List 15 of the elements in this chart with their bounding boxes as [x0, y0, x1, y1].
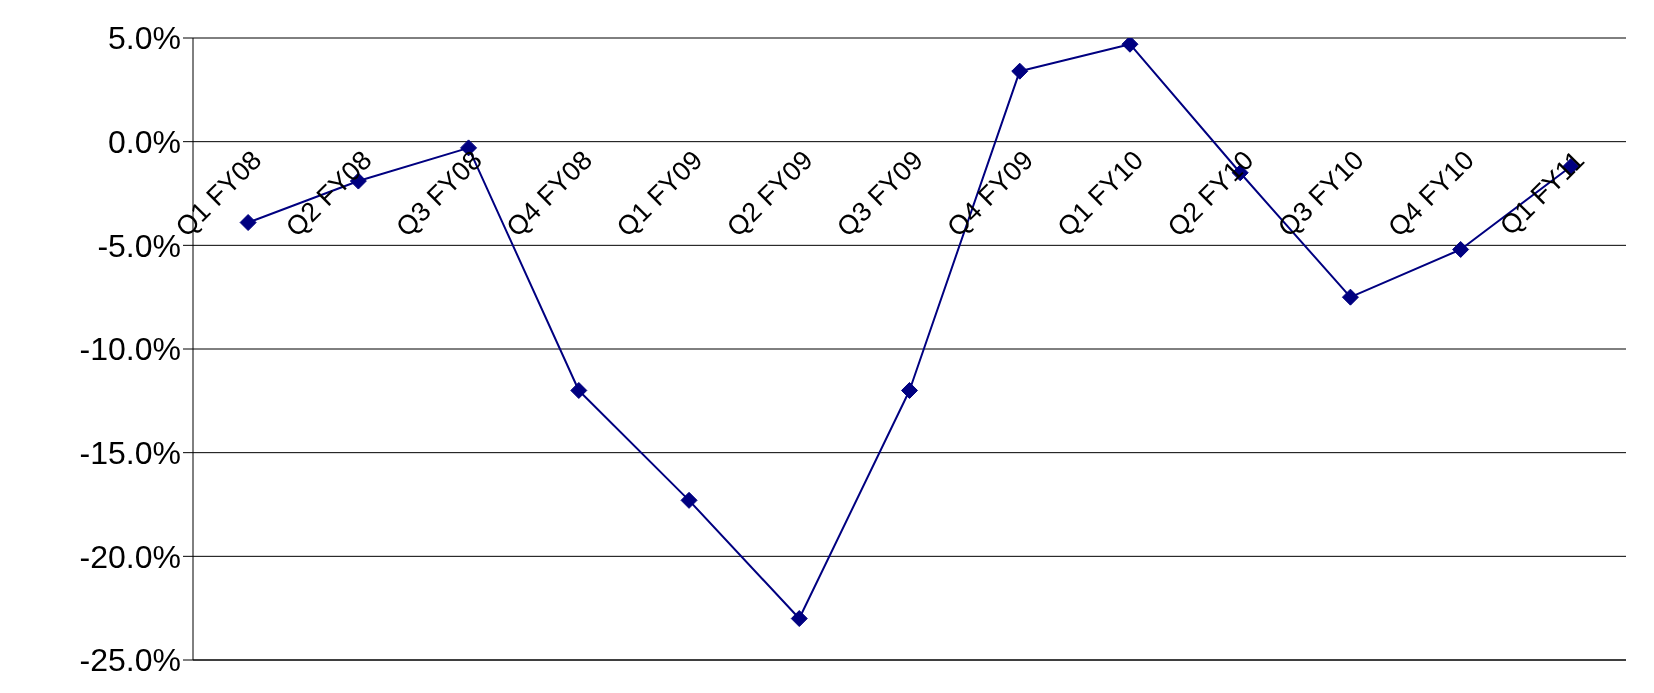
point [239, 214, 257, 232]
point [1341, 288, 1359, 306]
point [901, 381, 918, 399]
point [1121, 38, 1139, 53]
y-tick-label: -15.0% [79, 435, 181, 472]
y-tick-label: -10.0% [79, 331, 181, 368]
y-tick-label: 0.0% [108, 124, 181, 161]
point [680, 491, 698, 509]
point [790, 610, 808, 628]
point [1011, 62, 1029, 80]
y-tick-label: -20.0% [79, 538, 181, 575]
point [570, 381, 588, 399]
y-tick-label: 5.0% [108, 20, 181, 57]
y-tick-label: -25.0% [79, 642, 181, 679]
point [1452, 240, 1470, 258]
